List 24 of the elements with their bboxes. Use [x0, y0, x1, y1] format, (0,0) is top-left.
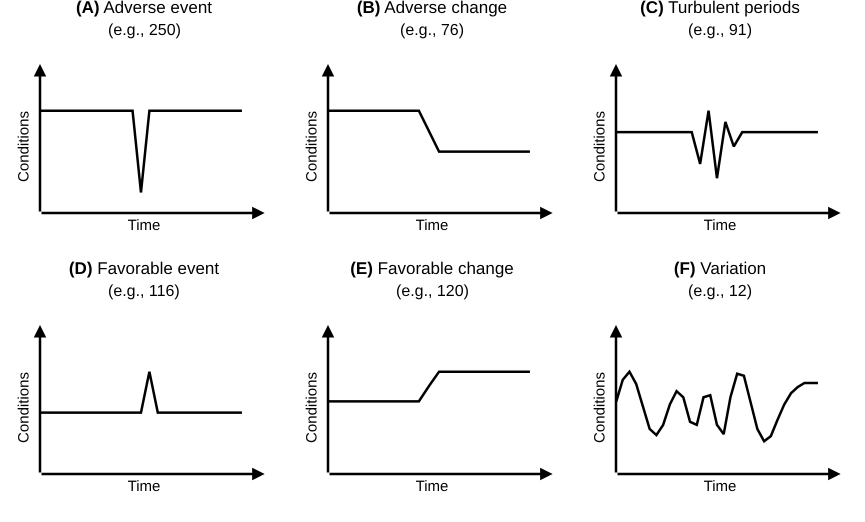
chart-subtitle: (e.g., 250) — [108, 22, 181, 39]
x-axis-title: Time — [128, 478, 160, 495]
chart-title: (F) Variation — [674, 259, 766, 278]
chart-title: (D) Favorable event — [68, 259, 220, 278]
chart-title: (B) Adverse change — [356, 0, 508, 18]
chart-subtitle: (e.g., 12) — [688, 283, 752, 300]
x-axis-title: Time — [128, 217, 160, 234]
y-axis-title: Conditions — [15, 111, 32, 182]
chart-subtitle: (e.g., 76) — [400, 22, 464, 39]
x-axis-title: Time — [416, 217, 448, 234]
chart-title: (A) Adverse event — [76, 0, 212, 18]
y-axis-title: Conditions — [303, 372, 320, 443]
chart-title: (E) Favorable change — [350, 259, 514, 278]
y-axis-title: Conditions — [15, 372, 32, 443]
y-axis-title: Conditions — [303, 111, 320, 182]
x-axis-title: Time — [704, 478, 736, 495]
x-axis-title: Time — [704, 217, 736, 234]
chart-title: (C) Turbulent periods — [640, 0, 800, 18]
x-axis-title: Time — [416, 478, 448, 495]
chart-subtitle: (e.g., 116) — [108, 283, 180, 300]
y-axis-title: Conditions — [591, 372, 608, 443]
chart-subtitle: (e.g., 120) — [396, 283, 469, 300]
chart-subtitle: (e.g., 91) — [688, 22, 752, 39]
y-axis-title: Conditions — [591, 111, 608, 182]
